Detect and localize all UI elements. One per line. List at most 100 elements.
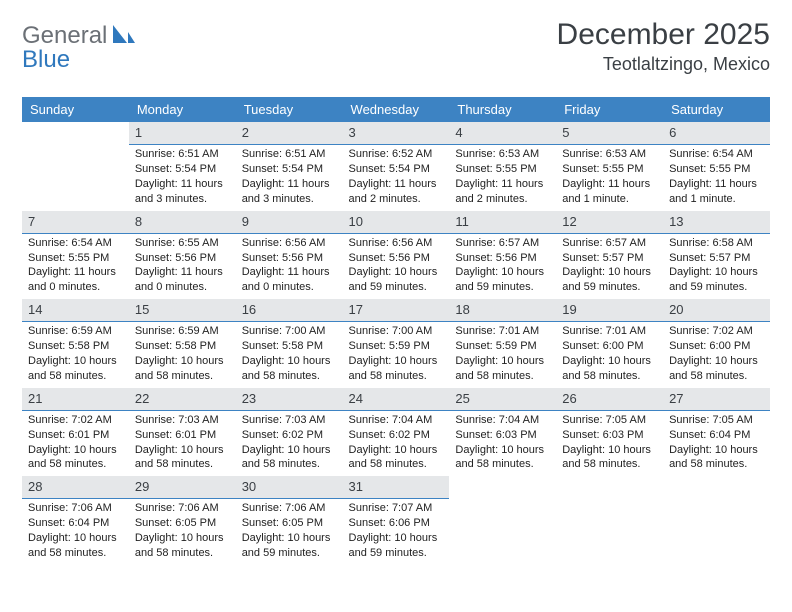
- calendar-cell: 15Sunrise: 6:59 AMSunset: 5:58 PMDayligh…: [129, 299, 236, 388]
- sunset-line: Sunset: 6:06 PM: [349, 516, 444, 531]
- sunrise-line: Sunrise: 6:52 AM: [349, 147, 444, 162]
- daylight-line: Daylight: 10 hours and 58 minutes.: [562, 443, 657, 473]
- day-number: 7: [22, 211, 129, 234]
- calendar-cell: 24Sunrise: 7:04 AMSunset: 6:02 PMDayligh…: [343, 388, 450, 477]
- weekday-header: Monday: [129, 97, 236, 122]
- sunset-line: Sunset: 6:00 PM: [669, 339, 764, 354]
- calendar-body: 1Sunrise: 6:51 AMSunset: 5:54 PMDaylight…: [22, 122, 770, 565]
- daylight-line: Daylight: 11 hours and 1 minute.: [562, 177, 657, 207]
- day-number: 12: [556, 211, 663, 234]
- day-body: Sunrise: 7:05 AMSunset: 6:03 PMDaylight:…: [556, 411, 663, 476]
- daylight-line: Daylight: 10 hours and 58 minutes.: [135, 531, 230, 561]
- sunset-line: Sunset: 5:57 PM: [669, 251, 764, 266]
- calendar-cell: 21Sunrise: 7:02 AMSunset: 6:01 PMDayligh…: [22, 388, 129, 477]
- day-body: Sunrise: 7:02 AMSunset: 6:01 PMDaylight:…: [22, 411, 129, 476]
- daylight-line: Daylight: 11 hours and 0 minutes.: [28, 265, 123, 295]
- day-body: Sunrise: 7:01 AMSunset: 6:00 PMDaylight:…: [556, 322, 663, 387]
- title-location: Teotlaltzingo, Mexico: [557, 54, 770, 75]
- weekday-header: Tuesday: [236, 97, 343, 122]
- day-number: 21: [22, 388, 129, 411]
- calendar-cell: 30Sunrise: 7:06 AMSunset: 6:05 PMDayligh…: [236, 476, 343, 565]
- sunset-line: Sunset: 6:01 PM: [135, 428, 230, 443]
- calendar-cell: 20Sunrise: 7:02 AMSunset: 6:00 PMDayligh…: [663, 299, 770, 388]
- calendar-row: 21Sunrise: 7:02 AMSunset: 6:01 PMDayligh…: [22, 388, 770, 477]
- sunrise-line: Sunrise: 6:58 AM: [669, 236, 764, 251]
- calendar-cell: 13Sunrise: 6:58 AMSunset: 5:57 PMDayligh…: [663, 211, 770, 300]
- sunrise-line: Sunrise: 7:06 AM: [135, 501, 230, 516]
- daylight-line: Daylight: 10 hours and 58 minutes.: [455, 354, 550, 384]
- day-body: Sunrise: 7:03 AMSunset: 6:01 PMDaylight:…: [129, 411, 236, 476]
- daylight-line: Daylight: 11 hours and 3 minutes.: [242, 177, 337, 207]
- calendar-row: 28Sunrise: 7:06 AMSunset: 6:04 PMDayligh…: [22, 476, 770, 565]
- sunset-line: Sunset: 5:55 PM: [669, 162, 764, 177]
- day-body: Sunrise: 6:53 AMSunset: 5:55 PMDaylight:…: [449, 145, 556, 210]
- day-number-empty: [663, 476, 770, 498]
- calendar-cell: [449, 476, 556, 565]
- day-number-empty: [556, 476, 663, 498]
- sunset-line: Sunset: 6:03 PM: [562, 428, 657, 443]
- sunset-line: Sunset: 5:54 PM: [135, 162, 230, 177]
- sunrise-line: Sunrise: 7:06 AM: [28, 501, 123, 516]
- calendar-cell: 22Sunrise: 7:03 AMSunset: 6:01 PMDayligh…: [129, 388, 236, 477]
- weekday-header: Sunday: [22, 97, 129, 122]
- daylight-line: Daylight: 10 hours and 58 minutes.: [349, 443, 444, 473]
- day-number: 2: [236, 122, 343, 145]
- day-body: Sunrise: 6:56 AMSunset: 5:56 PMDaylight:…: [236, 234, 343, 299]
- sunset-line: Sunset: 5:56 PM: [242, 251, 337, 266]
- calendar-cell: 31Sunrise: 7:07 AMSunset: 6:06 PMDayligh…: [343, 476, 450, 565]
- calendar-cell: 5Sunrise: 6:53 AMSunset: 5:55 PMDaylight…: [556, 122, 663, 211]
- sunrise-line: Sunrise: 7:01 AM: [562, 324, 657, 339]
- calendar-cell: 7Sunrise: 6:54 AMSunset: 5:55 PMDaylight…: [22, 211, 129, 300]
- sunset-line: Sunset: 6:05 PM: [242, 516, 337, 531]
- calendar-cell: 14Sunrise: 6:59 AMSunset: 5:58 PMDayligh…: [22, 299, 129, 388]
- weekday-header: Thursday: [449, 97, 556, 122]
- sunrise-line: Sunrise: 7:04 AM: [455, 413, 550, 428]
- daylight-line: Daylight: 10 hours and 58 minutes.: [455, 443, 550, 473]
- daylight-line: Daylight: 11 hours and 3 minutes.: [135, 177, 230, 207]
- daylight-line: Daylight: 10 hours and 58 minutes.: [28, 354, 123, 384]
- day-body: Sunrise: 6:57 AMSunset: 5:56 PMDaylight:…: [449, 234, 556, 299]
- daylight-line: Daylight: 10 hours and 58 minutes.: [349, 354, 444, 384]
- day-body: Sunrise: 6:51 AMSunset: 5:54 PMDaylight:…: [236, 145, 343, 210]
- sunrise-line: Sunrise: 6:53 AM: [562, 147, 657, 162]
- day-body: Sunrise: 6:51 AMSunset: 5:54 PMDaylight:…: [129, 145, 236, 210]
- daylight-line: Daylight: 11 hours and 0 minutes.: [242, 265, 337, 295]
- day-number: 8: [129, 211, 236, 234]
- brand-sail-icon: [111, 23, 135, 50]
- day-number: 9: [236, 211, 343, 234]
- sunset-line: Sunset: 5:56 PM: [349, 251, 444, 266]
- daylight-line: Daylight: 11 hours and 1 minute.: [669, 177, 764, 207]
- calendar-row: 7Sunrise: 6:54 AMSunset: 5:55 PMDaylight…: [22, 211, 770, 300]
- day-number: 4: [449, 122, 556, 145]
- calendar-cell: 4Sunrise: 6:53 AMSunset: 5:55 PMDaylight…: [449, 122, 556, 211]
- sunrise-line: Sunrise: 6:59 AM: [28, 324, 123, 339]
- sunset-line: Sunset: 5:55 PM: [562, 162, 657, 177]
- day-number: 3: [343, 122, 450, 145]
- sunrise-line: Sunrise: 7:05 AM: [562, 413, 657, 428]
- sunset-line: Sunset: 6:03 PM: [455, 428, 550, 443]
- day-body: Sunrise: 7:07 AMSunset: 6:06 PMDaylight:…: [343, 499, 450, 564]
- sunset-line: Sunset: 5:55 PM: [28, 251, 123, 266]
- day-body: Sunrise: 6:55 AMSunset: 5:56 PMDaylight:…: [129, 234, 236, 299]
- daylight-line: Daylight: 10 hours and 58 minutes.: [28, 443, 123, 473]
- daylight-line: Daylight: 10 hours and 59 minutes.: [669, 265, 764, 295]
- sunset-line: Sunset: 6:04 PM: [28, 516, 123, 531]
- sunrise-line: Sunrise: 6:56 AM: [349, 236, 444, 251]
- sunset-line: Sunset: 5:58 PM: [135, 339, 230, 354]
- title-block: December 2025 Teotlaltzingo, Mexico: [557, 18, 770, 75]
- sunrise-line: Sunrise: 7:00 AM: [349, 324, 444, 339]
- sunrise-line: Sunrise: 7:05 AM: [669, 413, 764, 428]
- day-body: Sunrise: 7:04 AMSunset: 6:03 PMDaylight:…: [449, 411, 556, 476]
- calendar-cell: [22, 122, 129, 211]
- daylight-line: Daylight: 10 hours and 58 minutes.: [562, 354, 657, 384]
- sunset-line: Sunset: 5:54 PM: [349, 162, 444, 177]
- calendar-row: 14Sunrise: 6:59 AMSunset: 5:58 PMDayligh…: [22, 299, 770, 388]
- sunset-line: Sunset: 5:58 PM: [28, 339, 123, 354]
- day-body: Sunrise: 7:06 AMSunset: 6:05 PMDaylight:…: [129, 499, 236, 564]
- sunrise-line: Sunrise: 6:56 AM: [242, 236, 337, 251]
- daylight-line: Daylight: 10 hours and 58 minutes.: [242, 443, 337, 473]
- calendar-cell: 19Sunrise: 7:01 AMSunset: 6:00 PMDayligh…: [556, 299, 663, 388]
- day-number: 27: [663, 388, 770, 411]
- calendar-cell: 17Sunrise: 7:00 AMSunset: 5:59 PMDayligh…: [343, 299, 450, 388]
- day-body: Sunrise: 7:02 AMSunset: 6:00 PMDaylight:…: [663, 322, 770, 387]
